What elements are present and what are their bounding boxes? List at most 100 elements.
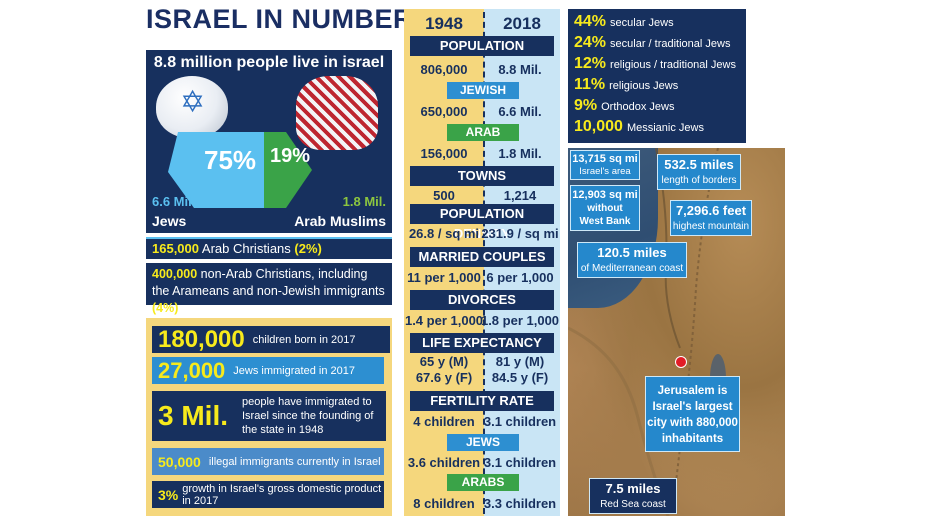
- area-value: 13,715 sq mi: [572, 153, 638, 165]
- area-wb-value: 12,903 sq mi: [572, 189, 638, 201]
- arab-christians-text: 165,000 Arab Christians (2%): [152, 241, 322, 256]
- population-header: POPULATION: [410, 36, 554, 56]
- jewish-2018: 6.6 Mil.: [498, 104, 542, 119]
- mountain-box: 7,296.6 feet highest mountain: [670, 200, 752, 236]
- mountain-label: highest mountain: [672, 221, 750, 232]
- religion-percent: 12%: [574, 55, 607, 72]
- jerusalem-line3: city with 880,000: [647, 417, 738, 429]
- population-panel: 8.8 million people live in israel ✡ 75% …: [146, 50, 392, 233]
- religion-percent: 24%: [574, 34, 607, 51]
- religion-label: Messianic Jews: [626, 122, 704, 134]
- fact-text: growth in Israel's gross domestic produc…: [182, 482, 382, 507]
- arab-percent: 19%: [270, 145, 311, 167]
- jewish-subheader: JEWISH: [447, 82, 519, 99]
- coast-box: 120.5 miles of Mediterranean coast: [577, 242, 687, 278]
- jerusalem-box: Jerusalem is Israel's largest city with …: [645, 376, 740, 452]
- arab-christians-bar: 165,000 Arab Christians (2%): [146, 237, 392, 259]
- divorces-2018: 1.8 per 1,000: [480, 313, 560, 328]
- coast-value: 120.5 miles: [597, 245, 667, 260]
- area-wb-line2: West Bank: [579, 216, 631, 227]
- coast-label: of Mediterranean coast: [580, 263, 684, 274]
- divorces-1948: 1.4 per 1,000: [404, 313, 484, 328]
- fact-value: 3%: [158, 486, 179, 503]
- jerusalem-pin-icon: [675, 356, 687, 368]
- religion-percent: 44%: [574, 13, 607, 30]
- non-arab-christians-text: 400,000 non-Arab Christians, including t…: [152, 266, 388, 317]
- jerusalem-line1: Jerusalem is: [657, 385, 728, 397]
- married-header: MARRIED COUPLES: [410, 247, 554, 267]
- fact-text: children born in 2017: [252, 333, 356, 346]
- non-arab-christians-count: 400,000: [152, 267, 198, 281]
- arab-label: Arab Muslims: [294, 213, 386, 229]
- towns-2018: 1,214: [503, 188, 537, 203]
- fact-text: Jews immigrated in 2017: [233, 364, 355, 377]
- jerusalem-line2: Israel's largest: [652, 401, 733, 413]
- fertility-jews-2018: 3.1 children: [483, 455, 557, 470]
- fertility-jews-1948: 3.6 children: [407, 455, 481, 470]
- religion-percent: 10,000: [574, 118, 623, 135]
- fertility-header: FERTILITY RATE: [410, 391, 554, 411]
- area-wb-line1: without: [587, 203, 623, 214]
- religion-percent: 11%: [574, 76, 606, 93]
- religion-label: religious Jews: [609, 80, 679, 92]
- jews-share-shape: [168, 132, 264, 208]
- religion-row: 11% religious Jews: [574, 76, 678, 94]
- non-arab-christians-box: 400,000 non-Arab Christians, including t…: [146, 263, 392, 315]
- fertility-arabs-1948: 8 children: [413, 496, 475, 511]
- jews-label: Jews: [152, 213, 187, 229]
- density-1948: 26.8 / sq mi: [408, 226, 480, 241]
- fact-children-born: 180,000 children born in 2017: [152, 326, 390, 353]
- religiosity-box: 44% secular Jews 24% secular / traditional…: [568, 9, 746, 143]
- fertility-arabs-subheader: ARABS: [447, 474, 519, 491]
- fact-value: 27,000: [158, 357, 226, 383]
- life-female-2018: 84.5 y (F): [491, 370, 549, 385]
- arab-share-shape: [264, 132, 312, 208]
- year-2018-header: 2018: [503, 14, 541, 33]
- life-male-1948: 65 y (M): [419, 354, 469, 369]
- red-sea-box: 7.5 miles Red Sea coast: [589, 478, 677, 514]
- non-arab-christians-label: non-Arab Christians, including the Arame…: [152, 267, 385, 298]
- fact-value: 3 Mil.: [158, 400, 229, 431]
- married-2018: 6 per 1,000: [486, 270, 554, 285]
- fact-gdp-growth: 3% growth in Israel's gross domestic pro…: [152, 481, 384, 508]
- fact-value: 180,000: [158, 325, 245, 353]
- jews-percent: 75%: [204, 145, 257, 175]
- kippah-icon: ✡: [156, 76, 228, 138]
- religion-row: 9% Orthodox Jews: [574, 97, 675, 115]
- religion-percent: 9%: [574, 97, 598, 114]
- population-1948: 806,000: [420, 62, 468, 77]
- area-box: 13,715 sq mi Israel's area: [570, 150, 640, 180]
- arab-1948: 156,000: [420, 146, 468, 161]
- religion-row: 24% secular / traditional Jews: [574, 34, 730, 52]
- panel-heading: 8.8 million people live in israel: [153, 54, 385, 71]
- fact-value: 50,000: [158, 453, 201, 470]
- density-2018: 231.9 / sq mi: [481, 226, 559, 241]
- keffiyeh-icon: [296, 76, 378, 150]
- non-arab-christians-percent: (4%): [152, 301, 179, 315]
- fertility-1948: 4 children: [413, 414, 475, 429]
- facts-panel: 180,000 children born in 2017 27,000 Jew…: [146, 318, 392, 516]
- fact-text: people have immigrated to Israel since t…: [242, 396, 374, 436]
- towns-1948: 500: [433, 188, 455, 203]
- fact-jews-immigrated: 27,000 Jews immigrated in 2017: [152, 357, 384, 384]
- married-1948: 11 per 1,000: [407, 270, 481, 285]
- fact-total-immigrants: 3 Mil. people have immigrated to Israel …: [152, 391, 386, 441]
- jewish-1948: 650,000: [420, 104, 468, 119]
- star-of-david-icon: ✡: [180, 86, 206, 119]
- religion-label: Orthodox Jews: [601, 101, 675, 113]
- religion-row: 10,000 Messianic Jews: [574, 118, 704, 136]
- red-sea-label: Red Sea coast: [600, 499, 666, 510]
- jerusalem-line4: inhabitants: [661, 433, 724, 445]
- borders-box: 532.5 miles length of borders: [657, 154, 741, 190]
- borders-value: 532.5 miles: [664, 157, 734, 172]
- area-without-westbank-box: 12,903 sq mi without West Bank: [570, 185, 640, 231]
- towns-header: TOWNS: [410, 166, 554, 186]
- year-1948-header: 1948: [425, 14, 463, 33]
- religion-label: religious / traditional Jews: [610, 59, 736, 71]
- arab-christians-label: Arab Christians: [201, 241, 291, 256]
- red-sea-value: 7.5 miles: [605, 481, 661, 496]
- area-label: Israel's area: [579, 166, 631, 177]
- arab-count: 1.8 Mil.: [342, 194, 386, 209]
- page-title: ISRAEL IN NUMBERS: [146, 4, 432, 34]
- jews-count: 6.6 Mil.: [152, 194, 196, 209]
